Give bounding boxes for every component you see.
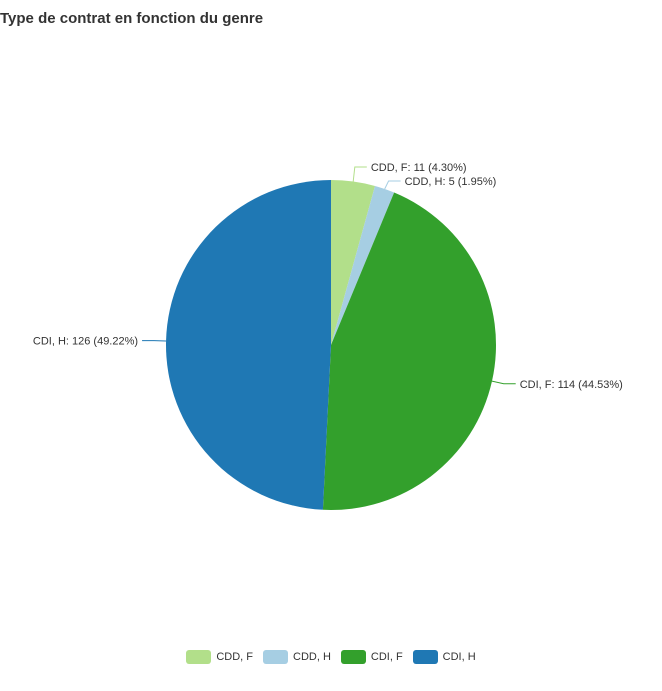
- legend-item-cdi-f[interactable]: CDI, F: [340, 650, 403, 664]
- pie-label-cdi-h: CDI, H: 126 (49.22%): [33, 336, 138, 348]
- legend-swatch: [186, 650, 212, 664]
- legend-swatch: [340, 650, 366, 664]
- pie-slice-cdd-h[interactable]: [331, 185, 395, 345]
- legend-label: CDI, F: [370, 651, 403, 663]
- legend-label: CDD, H: [293, 651, 331, 663]
- pie-label-cdd-f: CDD, F: 11 (4.30%): [371, 162, 467, 174]
- pie-label-cdi-f: CDI, F: 114 (44.53%): [520, 379, 623, 391]
- pie-labels: CDD, F: 11 (4.30%) CDD, H: 5 (1.95%) CDI, …: [33, 162, 623, 391]
- chart-legend: CDD, F CDD, H CDI, F CDI, H: [0, 650, 662, 664]
- chart-title: Type de contrat en fonction du genre: [0, 10, 264, 27]
- pie-slice-cdi-h[interactable]: [166, 180, 331, 510]
- leader-line-cdd-f: [352, 166, 367, 182]
- leader-line-cdi-f: [491, 380, 516, 385]
- leader-line-cdd-h: [384, 180, 401, 190]
- pie-slice-cdd-f[interactable]: [331, 180, 376, 345]
- legend-label: CDI, H: [442, 651, 476, 663]
- legend-swatch: [263, 650, 288, 664]
- pie-slices: [166, 180, 496, 510]
- legend-label: CDD, F: [216, 651, 253, 663]
- pie-slice-cdi-f[interactable]: [322, 192, 496, 510]
- pie-chart: CDD, F: 11 (4.30%) CDD, H: 5 (1.95%) CDI, …: [33, 162, 623, 510]
- legend-item-cdd-h[interactable]: CDD, H: [263, 650, 331, 664]
- legend-item-cdi-h[interactable]: CDI, H: [412, 650, 476, 664]
- legend-item-cdd-f[interactable]: CDD, F: [186, 650, 253, 664]
- legend-swatch: [412, 650, 438, 664]
- pie-label-cdd-h: CDD, H: 5 (1.95%): [405, 176, 497, 188]
